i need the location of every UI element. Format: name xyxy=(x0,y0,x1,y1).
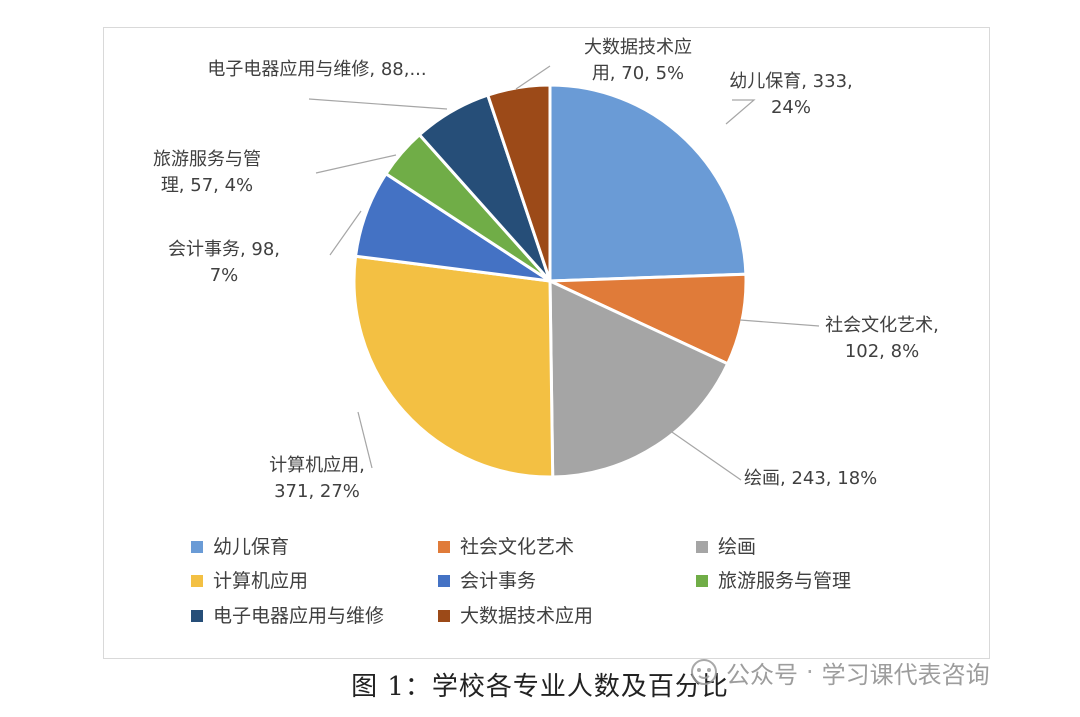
data-label-3: 绘画, 243, 18% xyxy=(744,468,877,489)
watermark-label: 公众号 xyxy=(726,660,798,689)
data-label-4: 计算机应用, 371, 27% xyxy=(269,455,365,502)
pie-chart: 幼儿保育, 333, 24% 社会文化艺术, 102, 8% 绘画, 243, 18% 计… xyxy=(153,37,939,627)
leader-line-8 xyxy=(515,65,551,90)
legend-swatch-2 xyxy=(438,541,450,553)
legend-label-2: 社会文化艺术 xyxy=(460,536,574,558)
watermark-name: 学习课代表咨询 xyxy=(821,660,990,689)
legend-label-6: 旅游服务与管理 xyxy=(718,570,851,592)
leader-line-5 xyxy=(329,210,362,256)
chart-frame: 幼儿保育, 333, 24% 社会文化艺术, 102, 8% 绘画, 243, 18% 计… xyxy=(103,27,990,659)
legend-label-1: 幼儿保育 xyxy=(213,536,289,558)
leader-line-6 xyxy=(315,154,397,174)
legend-item-1: 幼儿保育 xyxy=(191,536,289,558)
data-label-5: 会计事务, 98, 7% xyxy=(168,239,280,286)
legend-item-4: 计算机应用 xyxy=(191,570,308,592)
legend-item-2: 社会文化艺术 xyxy=(438,536,574,558)
watermark: 公众号 · 学习课代表咨询 xyxy=(690,652,990,692)
legend-label-5: 会计事务 xyxy=(460,570,536,592)
legend-swatch-1 xyxy=(191,541,203,553)
data-label-1: 幼儿保育, 333, 24% xyxy=(729,71,853,118)
leader-line-7 xyxy=(308,98,448,110)
wechat-official-account-icon xyxy=(691,659,717,685)
figure-caption: 图 1：学校各专业人数及百分比 xyxy=(351,672,729,702)
data-label-2: 社会文化艺术, 102, 8% xyxy=(825,315,939,362)
leader-line-3 xyxy=(668,429,742,481)
legend-label-7: 电子电器应用与维修 xyxy=(213,605,384,627)
legend-swatch-3 xyxy=(696,541,708,553)
legend-item-3: 绘画 xyxy=(696,536,756,558)
legend-swatch-4 xyxy=(191,575,203,587)
legend-label-4: 计算机应用 xyxy=(213,570,308,592)
legend-swatch-6 xyxy=(696,575,708,587)
watermark-separator: · xyxy=(806,658,814,686)
legend-swatch-8 xyxy=(438,610,450,622)
data-label-6: 旅游服务与管理, 57, 4% xyxy=(153,149,261,196)
data-label-8: 大数据技术应用, 70, 5% xyxy=(584,37,692,84)
data-label-7: 电子电器应用与维修, 88,... xyxy=(207,59,426,80)
pie-slice-3 xyxy=(548,278,730,479)
leader-line-4 xyxy=(357,411,373,469)
legend-item-6: 旅游服务与管理 xyxy=(696,570,851,592)
legend-label-8: 大数据技术应用 xyxy=(460,605,593,627)
pie-slice-4 xyxy=(352,254,555,479)
legend-swatch-5 xyxy=(438,575,450,587)
legend-item-8: 大数据技术应用 xyxy=(438,605,593,627)
leader-line-1 xyxy=(725,99,756,125)
legend-item-5: 会计事务 xyxy=(438,570,536,592)
pie-slice-1 xyxy=(548,83,748,283)
legend-swatch-7 xyxy=(191,610,203,622)
legend-item-7: 电子电器应用与维修 xyxy=(191,605,384,627)
legend-label-3: 绘画 xyxy=(718,536,756,558)
leader-line-2 xyxy=(739,319,820,327)
